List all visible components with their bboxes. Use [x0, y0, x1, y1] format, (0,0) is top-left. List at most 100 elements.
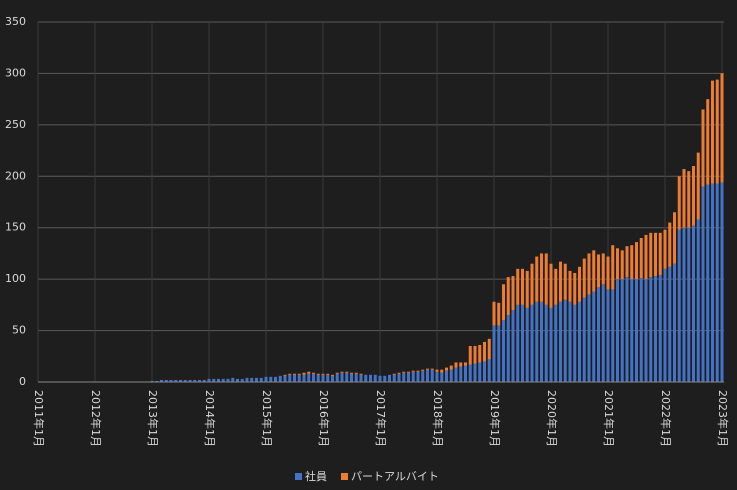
bar [407, 371, 410, 373]
bar [297, 373, 301, 375]
bar [188, 379, 192, 382]
legend-swatch [341, 473, 348, 480]
bar [644, 279, 648, 382]
bar [568, 301, 572, 382]
bar [373, 374, 377, 382]
bar [549, 263, 553, 308]
bar [459, 366, 463, 382]
bar [340, 372, 344, 382]
bar [573, 304, 577, 382]
bar [635, 279, 638, 382]
bar [506, 315, 510, 382]
bar [283, 375, 287, 382]
bar [616, 248, 619, 280]
bar [321, 374, 325, 382]
x-tick-label: 2015年1月 [260, 390, 274, 447]
bar [715, 79, 719, 184]
bar [392, 374, 396, 382]
bar [478, 362, 482, 382]
bar [630, 245, 634, 280]
bar [402, 371, 406, 373]
bar [302, 374, 306, 382]
bar [392, 373, 396, 375]
bar [682, 227, 686, 382]
bar [240, 378, 244, 382]
bar [673, 212, 676, 264]
bar [430, 369, 434, 382]
bar [492, 301, 496, 326]
bar [687, 227, 691, 382]
bar [259, 377, 263, 382]
bar [720, 182, 724, 382]
bar [245, 377, 249, 382]
bar [487, 338, 491, 360]
legend-label: 社員 [305, 469, 327, 483]
bar [468, 346, 472, 365]
bar [473, 363, 477, 382]
bar [440, 369, 444, 373]
bar [696, 219, 700, 382]
bar [563, 299, 567, 382]
bar [563, 263, 567, 300]
bar [350, 373, 353, 382]
bar [663, 229, 667, 269]
bar [407, 372, 410, 382]
bar [487, 359, 491, 382]
bar [326, 374, 330, 382]
bar [692, 225, 695, 382]
y-tick-label: 100 [5, 272, 26, 285]
bar [611, 289, 615, 382]
bar [521, 304, 524, 382]
bar [383, 375, 387, 382]
bar [179, 379, 182, 382]
bar [326, 373, 330, 375]
bar [274, 376, 277, 382]
bar [554, 268, 558, 305]
bar [160, 379, 163, 382]
bar [540, 253, 543, 302]
x-tick-label: 2021年1月 [602, 390, 616, 447]
bar [483, 361, 486, 382]
bar [497, 325, 501, 382]
bar [483, 341, 486, 362]
bar [654, 276, 657, 382]
bar [435, 371, 439, 382]
bar [468, 364, 472, 382]
bar [378, 375, 382, 382]
bar [293, 374, 296, 382]
x-tick-label: 2017年1月 [374, 390, 388, 447]
bar [601, 253, 605, 285]
bar [625, 246, 629, 278]
bar [687, 171, 691, 228]
bar [416, 370, 420, 372]
bar [592, 250, 596, 292]
bar [454, 362, 458, 368]
bar [706, 184, 710, 382]
bar [663, 268, 667, 382]
bar [658, 232, 662, 276]
bar [236, 378, 239, 382]
bar [150, 380, 154, 382]
bar [639, 238, 643, 279]
bar [430, 368, 434, 370]
bar [278, 375, 282, 382]
bar [535, 256, 539, 302]
bar [616, 279, 619, 382]
bar [331, 374, 334, 376]
bar [511, 310, 515, 382]
x-tick-label: 2022年1月 [659, 390, 673, 447]
bar [578, 301, 581, 382]
x-tick-label: 2012年1月 [89, 390, 103, 447]
bar [516, 268, 520, 305]
bar [255, 377, 258, 382]
bar [559, 301, 562, 382]
bar [530, 304, 534, 382]
bar [597, 254, 600, 288]
bar [649, 232, 653, 278]
bar [316, 373, 320, 375]
bar [582, 297, 586, 382]
bar [174, 379, 178, 382]
bar [630, 279, 634, 382]
bar [692, 166, 695, 226]
bar [673, 263, 676, 382]
